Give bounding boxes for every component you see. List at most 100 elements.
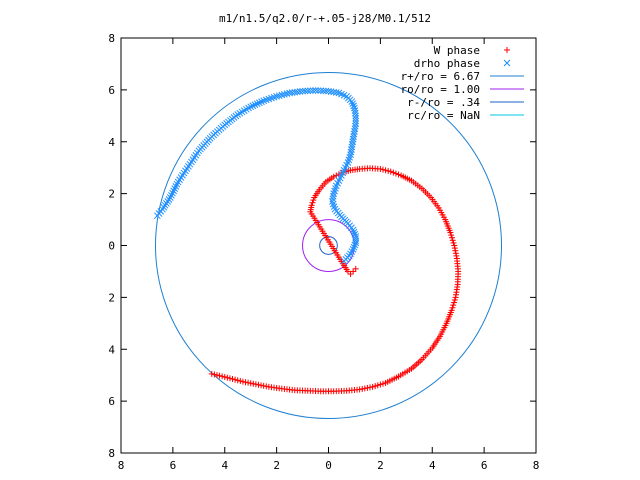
drho-phase-point — [352, 112, 360, 120]
drho-phase-point — [253, 100, 261, 108]
w-phase-point — [395, 171, 402, 178]
w-phase-point — [242, 379, 249, 386]
w-phase-point — [263, 383, 270, 390]
drho-phase-point — [325, 87, 332, 95]
drho-phase-point — [251, 101, 259, 109]
drho-phase-point — [281, 90, 288, 98]
drho-phase-point — [351, 230, 359, 238]
drho-phase-point — [349, 100, 357, 108]
w-phase-point — [330, 173, 337, 180]
drho-phase-point — [319, 87, 327, 95]
drho-phase-point — [322, 87, 330, 95]
drho-phase-point — [312, 87, 319, 94]
w-phase-point — [448, 232, 455, 239]
x-tick-label: 8 — [118, 459, 125, 472]
drho-phase-point — [317, 87, 325, 95]
x-axis: 8 6 4 2 0 2 4 6 8 — [118, 38, 539, 472]
drho-phase-point — [249, 102, 257, 110]
w-phase-point — [208, 370, 215, 377]
drho-phase-point — [283, 90, 291, 98]
w-phase-point — [245, 379, 252, 386]
drho-phase-point — [352, 115, 360, 122]
drho-phase-point — [351, 109, 359, 117]
x-tick-label: 6 — [481, 459, 488, 472]
w-phase-point — [265, 383, 272, 390]
w-phase-point — [216, 372, 223, 379]
w-phase-point — [449, 237, 456, 244]
drho-phase-point — [275, 92, 283, 100]
reference-circles — [154, 71, 503, 420]
drho-phase-point — [352, 120, 360, 127]
drho-phase-point — [350, 228, 358, 236]
w-phase-point — [451, 296, 458, 303]
x-tick-label: 4 — [429, 459, 436, 472]
drho-phase-point — [503, 59, 511, 67]
w-phase-point — [219, 373, 226, 380]
drho-phase-point — [329, 195, 337, 203]
y-tick-label: 2 — [108, 188, 115, 201]
w-phase-point — [504, 47, 510, 53]
drho-phase-point — [330, 88, 338, 96]
w-phase-point — [352, 265, 359, 272]
x-tick-label: 2 — [273, 459, 280, 472]
chart-title: m1/n1.5/q2.0/r-+.05-j28/M0.1/512 — [219, 12, 431, 25]
w-phase-point — [451, 299, 458, 306]
w-phase-point — [450, 239, 457, 246]
drho-phase-point — [349, 135, 357, 143]
w-phase-point — [237, 377, 244, 384]
w-phase-point — [453, 252, 460, 259]
w-phase-point — [449, 304, 456, 311]
drho-phase-point — [348, 140, 356, 148]
y-tick-label: 6 — [108, 84, 115, 97]
w-phase-point — [452, 247, 459, 254]
drho-phase-point — [350, 102, 357, 110]
data-series — [153, 87, 462, 395]
legend-label: rc/ro = NaN — [407, 109, 480, 122]
w-phase-point — [213, 372, 220, 379]
w-phase-point — [385, 167, 392, 174]
w-phase-point — [392, 170, 399, 177]
w-phase-point — [258, 382, 265, 389]
w-phase-point — [372, 383, 379, 390]
drho-phase-point — [352, 233, 360, 240]
circle-r-ro-34 — [319, 236, 338, 255]
drho-phase-point — [304, 87, 312, 95]
drho-phase-point — [260, 97, 268, 105]
drho-phase-point — [153, 212, 161, 220]
w-phase-point — [369, 383, 376, 390]
w-phase-point — [387, 168, 394, 175]
drho-phase-point — [350, 130, 358, 138]
w-phase-point — [229, 375, 236, 382]
w-phase-point — [452, 294, 459, 301]
w-phase-point — [361, 385, 368, 392]
w-phase-point — [310, 197, 317, 204]
drho-phase-point — [350, 133, 357, 140]
w-phase-point — [382, 379, 389, 386]
y-axis: 8 6 4 2 0 2 4 6 8 — [108, 32, 536, 460]
drho-phase-point — [351, 122, 359, 130]
w-phase-point — [350, 268, 357, 275]
w-phase-point — [224, 374, 231, 381]
drho-phase-point — [286, 89, 293, 97]
drho-phase-point — [329, 198, 336, 205]
drho-phase-point — [350, 243, 358, 251]
drho-phase-point — [349, 246, 357, 253]
drho-phase-point — [351, 125, 359, 133]
y-tick-label: 8 — [108, 32, 115, 45]
drho-phase-point — [335, 89, 343, 97]
w-phase-point — [260, 382, 267, 389]
y-tick-label: 8 — [108, 447, 115, 460]
x-tick-label: 6 — [170, 459, 177, 472]
x-tick-label: 0 — [325, 459, 332, 472]
w-phase-point — [379, 380, 386, 387]
w-phase-point — [390, 169, 397, 176]
w-phase-point — [234, 377, 241, 384]
legend-label: r+/ro = 6.67 — [401, 70, 480, 83]
y-tick-label: 4 — [108, 136, 115, 149]
y-tick-label: 4 — [108, 343, 115, 356]
w-phase-point — [247, 380, 254, 387]
drho-phase-point — [309, 87, 317, 94]
w-phase-point — [309, 199, 316, 206]
w-phase-point — [239, 378, 246, 385]
